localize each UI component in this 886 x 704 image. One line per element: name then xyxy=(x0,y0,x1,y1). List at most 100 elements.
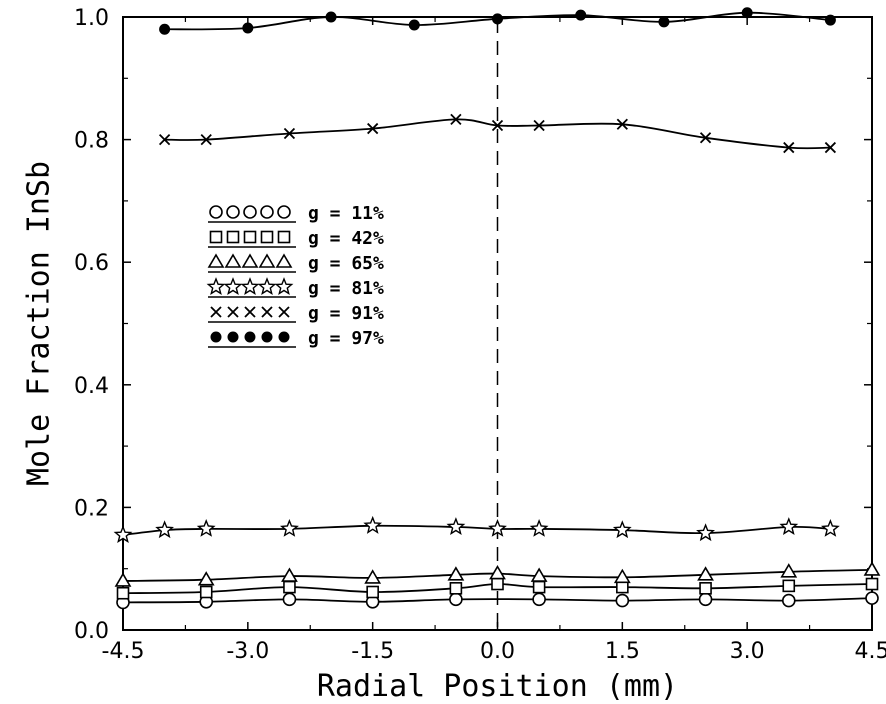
data-point xyxy=(820,519,840,537)
legend-marker xyxy=(261,331,273,343)
data-point xyxy=(113,525,133,544)
legend-marker xyxy=(260,205,274,219)
legend-marker xyxy=(258,253,276,268)
data-point xyxy=(200,133,212,146)
data-point xyxy=(575,9,587,21)
data-point xyxy=(699,582,712,595)
legend-entry: g = 97% xyxy=(208,328,384,349)
legend-label: g = 97% xyxy=(308,328,384,349)
data-point xyxy=(281,567,298,582)
data-point xyxy=(699,132,712,144)
legend-marker xyxy=(226,205,240,219)
legend-marker xyxy=(260,230,274,244)
data-point xyxy=(529,519,549,537)
series-circle xyxy=(116,591,879,610)
data-point xyxy=(364,569,382,584)
data-point xyxy=(530,567,548,582)
data-point xyxy=(783,141,795,154)
data-point xyxy=(159,23,171,35)
legend-marker xyxy=(278,306,290,318)
legend-entry: g = 65% xyxy=(207,253,384,274)
data-point xyxy=(782,579,796,593)
data-point xyxy=(367,122,379,135)
data-point xyxy=(697,566,714,581)
data-point xyxy=(779,517,799,536)
data-point xyxy=(533,119,545,132)
y-tick-label: 1.0 xyxy=(74,6,109,31)
data-point xyxy=(158,133,171,146)
y-tick-label: 0.8 xyxy=(74,129,109,154)
x-tick-label: 0.0 xyxy=(480,639,515,664)
series-star xyxy=(113,515,840,544)
legend-marker xyxy=(241,253,259,268)
legend-marker xyxy=(226,230,240,244)
y-axis-title: Mole Fraction InSb xyxy=(22,161,57,486)
legend-marker xyxy=(244,306,256,318)
data-point xyxy=(196,519,216,537)
data-point xyxy=(197,571,215,586)
legend-marker xyxy=(209,230,223,244)
data-point xyxy=(283,127,296,140)
data-point xyxy=(491,577,504,591)
legend-marker xyxy=(223,277,243,296)
x-tick-label: -1.5 xyxy=(351,639,394,664)
data-point xyxy=(658,16,670,28)
legend-entry: g = 42% xyxy=(208,228,384,249)
legend-label: g = 91% xyxy=(308,303,384,324)
data-point xyxy=(449,582,463,595)
series-line xyxy=(122,524,831,536)
legend-marker xyxy=(243,205,257,219)
legend-marker xyxy=(210,306,222,318)
legend-entry: g = 11% xyxy=(208,203,384,224)
data-point xyxy=(612,520,632,539)
legend-marker xyxy=(275,253,293,268)
data-point xyxy=(491,119,504,132)
data-point xyxy=(824,14,836,26)
x-tick-label: 1.5 xyxy=(605,639,640,664)
data-point xyxy=(242,22,254,34)
data-point xyxy=(325,11,337,23)
data-point xyxy=(450,113,462,126)
data-point xyxy=(488,519,507,537)
data-point xyxy=(279,519,299,537)
data-point xyxy=(613,568,631,584)
legend-marker xyxy=(277,205,291,219)
legend-marker xyxy=(274,277,294,296)
series-line xyxy=(122,597,873,604)
x-tick-label: 4.5 xyxy=(855,639,886,664)
data-point xyxy=(865,591,879,605)
y-tick-label: 0.2 xyxy=(74,496,109,521)
data-point xyxy=(696,523,716,542)
data-point xyxy=(489,565,506,580)
data-point xyxy=(824,141,837,154)
data-point xyxy=(408,19,420,31)
data-point xyxy=(116,586,130,600)
data-point xyxy=(616,580,629,594)
series-filled-circle xyxy=(159,7,836,35)
x-axis-title: Radial Position (mm) xyxy=(317,669,678,704)
legend-marker xyxy=(207,253,225,268)
data-point xyxy=(616,118,628,130)
legend-marker xyxy=(209,205,223,219)
data-point xyxy=(366,585,379,599)
legend-label: g = 11% xyxy=(308,203,384,224)
legend-marker xyxy=(206,277,226,296)
legend-label: g = 65% xyxy=(308,253,384,274)
x-tick-label: -3.0 xyxy=(226,639,269,664)
legend: g = 11% g = 42% g = 65% g = 81% g = 91% g = 9… xyxy=(206,203,384,349)
legend-entry: g = 81% xyxy=(206,277,384,299)
data-point xyxy=(155,520,174,539)
legend-label: g = 81% xyxy=(308,278,384,299)
data-point xyxy=(114,572,132,587)
data-point xyxy=(781,593,796,608)
legend-marker xyxy=(227,306,239,318)
data-point xyxy=(283,580,296,594)
x-tick-label: -4.5 xyxy=(102,639,145,664)
legend-label: g = 42% xyxy=(308,228,384,249)
data-point xyxy=(282,592,297,607)
legend-marker xyxy=(240,277,260,296)
legend-marker xyxy=(278,331,290,343)
data-point xyxy=(199,585,213,599)
series-x xyxy=(158,113,837,154)
series-layer xyxy=(113,7,881,610)
